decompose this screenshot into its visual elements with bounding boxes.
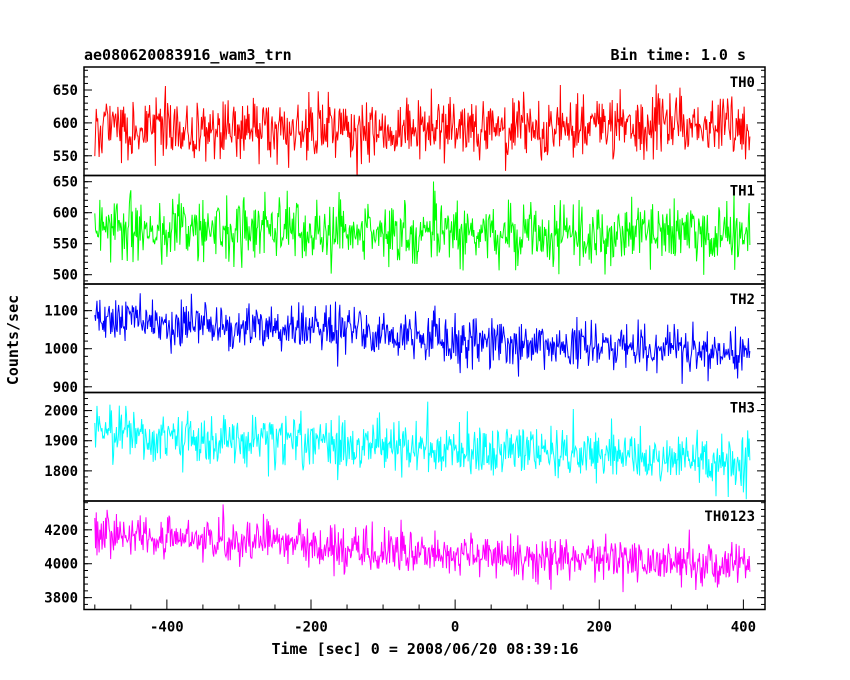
y-tick-label: 650 [53, 175, 78, 191]
series-th3 [94, 401, 751, 500]
y-tick-label: 2000 [44, 404, 78, 420]
panel-frame [83, 500, 766, 611]
y-tick-label: 600 [53, 116, 78, 132]
panel-label: TH0123 [704, 509, 755, 525]
series-th2 [94, 293, 751, 384]
series-th0 [94, 84, 751, 176]
panel-th0123: 3800 4000 4200 TH0123 [44, 500, 766, 611]
y-tick-label: 550 [53, 237, 78, 253]
y-axis-label: Counts/sec [4, 295, 22, 385]
y-tick-label: 1000 [44, 342, 78, 358]
y-tick-label: 1100 [44, 304, 78, 320]
y-tick-label: 500 [53, 268, 78, 284]
y-tick-label: 4200 [44, 523, 78, 539]
x-axis-label: Time [sec] 0 = 2008/06/20 08:39:16 [271, 640, 578, 658]
header-title: ae080620083916_wam3_trn [84, 46, 292, 64]
y-tick-label: 4000 [44, 557, 78, 573]
header-bin-time: Bin time: 1.0 s [611, 46, 746, 64]
y-tick-label: 3800 [44, 591, 78, 607]
y-tick-label: 1800 [44, 464, 78, 480]
panel-label: TH2 [730, 292, 755, 308]
panel-frame [83, 283, 766, 394]
panel-label: TH1 [730, 184, 755, 200]
x-tick-label: 400 [731, 620, 756, 636]
y-tick-label: 550 [53, 149, 78, 165]
panel-th3: 1800 1900 2000 TH3 [44, 391, 766, 502]
series-th0123 [94, 504, 751, 593]
panel-th0: 550 600 650 TH0 [53, 66, 766, 177]
x-tick-label: 0 [451, 620, 459, 636]
series-th1 [94, 181, 751, 275]
panel-th2: 900 1000 1100 TH2 [44, 283, 766, 396]
y-tick-label: 650 [53, 83, 78, 99]
x-tick-label: 200 [587, 620, 612, 636]
panel-label: TH0 [730, 75, 755, 91]
panel-th1: 500 550 600 650 TH1 [53, 175, 766, 285]
y-tick-label: 1900 [44, 434, 78, 450]
x-tick-label: -400 [150, 620, 184, 636]
x-tick-label: -200 [294, 620, 328, 636]
y-tick-label: 600 [53, 206, 78, 222]
panel-label: TH3 [730, 401, 755, 417]
y-tick-label: 900 [53, 380, 78, 396]
